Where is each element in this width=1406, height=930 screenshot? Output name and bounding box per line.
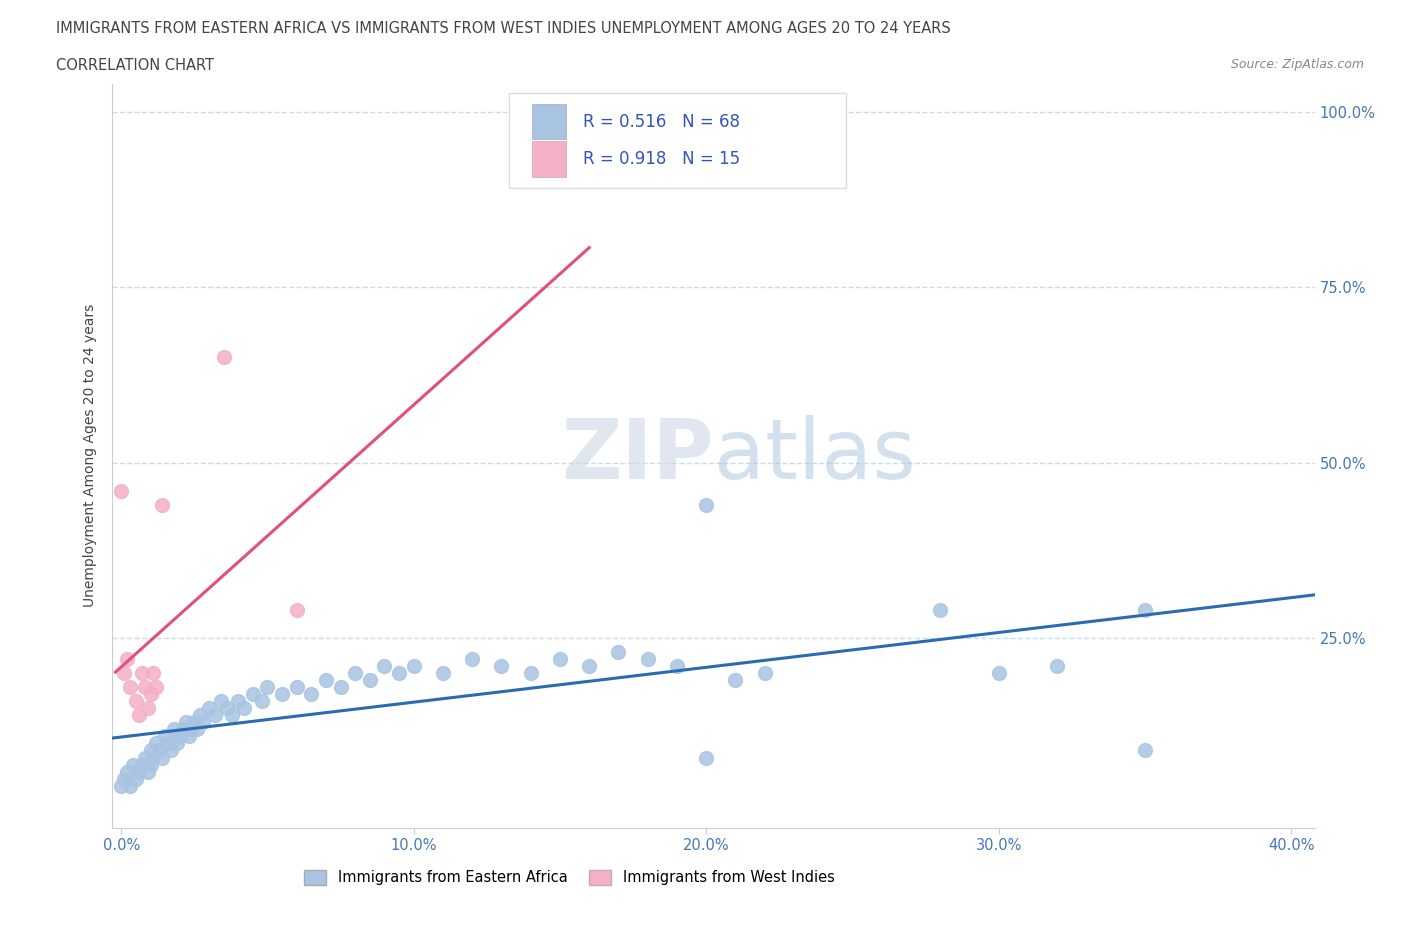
FancyBboxPatch shape <box>531 104 565 140</box>
Point <box>491 658 513 673</box>
Point <box>128 708 150 723</box>
Legend: Immigrants from Eastern Africa, Immigrants from West Indies: Immigrants from Eastern Africa, Immigran… <box>298 864 841 891</box>
Point <box>134 680 156 695</box>
Point <box>226 694 249 709</box>
Point <box>125 694 148 709</box>
Point <box>134 751 156 765</box>
Point <box>209 694 232 709</box>
Point <box>373 658 395 673</box>
Point <box>166 736 188 751</box>
Point <box>242 687 264 702</box>
Point <box>329 680 352 695</box>
Point <box>929 603 952 618</box>
Point <box>145 736 167 751</box>
Text: R = 0.918   N = 15: R = 0.918 N = 15 <box>582 150 740 167</box>
Text: ZIP: ZIP <box>561 415 713 497</box>
Point <box>142 751 165 765</box>
Text: CORRELATION CHART: CORRELATION CHART <box>56 58 214 73</box>
Point <box>186 722 208 737</box>
Point <box>285 603 308 618</box>
Point <box>271 687 294 702</box>
Point <box>131 666 153 681</box>
Point <box>432 666 454 681</box>
Point <box>136 764 159 779</box>
Point <box>724 673 747 688</box>
Text: atlas: atlas <box>713 415 915 497</box>
Point <box>285 680 308 695</box>
Point <box>256 680 278 695</box>
Point <box>388 666 411 681</box>
Point <box>204 708 226 723</box>
Point <box>110 778 132 793</box>
Point <box>115 652 138 667</box>
Point <box>1133 603 1156 618</box>
Point <box>112 666 135 681</box>
Point <box>125 771 148 786</box>
Point <box>1133 743 1156 758</box>
Point <box>578 658 600 673</box>
Point <box>191 715 214 730</box>
Point <box>157 736 180 751</box>
Point <box>177 729 200 744</box>
FancyBboxPatch shape <box>509 93 846 188</box>
Point <box>180 722 202 737</box>
Point <box>754 666 776 681</box>
Point <box>142 666 165 681</box>
Point <box>215 701 238 716</box>
Point <box>172 722 194 737</box>
Point <box>519 666 541 681</box>
Point <box>115 764 138 779</box>
Point <box>139 687 162 702</box>
Point <box>150 498 173 512</box>
Point <box>112 771 135 786</box>
Point <box>359 673 381 688</box>
Point <box>212 350 235 365</box>
Point <box>233 701 256 716</box>
Point <box>163 722 186 737</box>
Point <box>402 658 425 673</box>
Point <box>122 757 145 772</box>
Point <box>637 652 659 667</box>
Text: R = 0.516   N = 68: R = 0.516 N = 68 <box>582 113 740 130</box>
Point <box>198 701 221 716</box>
Point <box>118 680 141 695</box>
Point <box>695 751 717 765</box>
Point <box>607 644 630 659</box>
Point <box>169 729 191 744</box>
Point <box>139 743 162 758</box>
Point <box>174 715 197 730</box>
Point <box>188 708 211 723</box>
Text: IMMIGRANTS FROM EASTERN AFRICA VS IMMIGRANTS FROM WEST INDIES UNEMPLOYMENT AMONG: IMMIGRANTS FROM EASTERN AFRICA VS IMMIGR… <box>56 21 950 36</box>
Point <box>160 743 183 758</box>
Point <box>461 652 484 667</box>
Y-axis label: Unemployment Among Ages 20 to 24 years: Unemployment Among Ages 20 to 24 years <box>83 304 97 607</box>
Point <box>136 701 159 716</box>
Point <box>153 729 176 744</box>
Point <box>128 764 150 779</box>
Point <box>118 778 141 793</box>
Point <box>131 757 153 772</box>
Point <box>695 498 717 512</box>
Point <box>110 484 132 498</box>
Point <box>665 658 688 673</box>
Point <box>150 751 173 765</box>
Point <box>315 673 337 688</box>
Point <box>148 743 170 758</box>
FancyBboxPatch shape <box>531 141 565 177</box>
Point <box>548 652 571 667</box>
Point <box>221 708 243 723</box>
Point <box>139 757 162 772</box>
Point <box>299 687 322 702</box>
Point <box>145 680 167 695</box>
Point <box>1046 658 1069 673</box>
Point <box>987 666 1010 681</box>
Point <box>183 715 205 730</box>
Point <box>250 694 273 709</box>
Text: Source: ZipAtlas.com: Source: ZipAtlas.com <box>1230 58 1364 71</box>
Point <box>344 666 367 681</box>
